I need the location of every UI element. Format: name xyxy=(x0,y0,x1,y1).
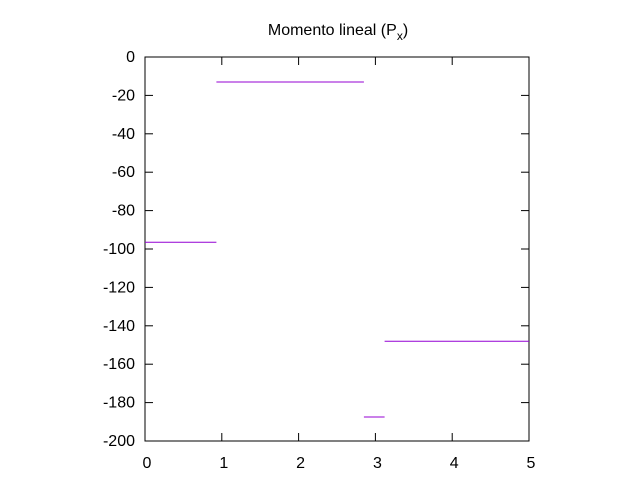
x-tick-label: 1 xyxy=(219,455,228,472)
chart-title-close: ) xyxy=(403,22,408,39)
axes: 0 -20 -40 -60 -80 -100 -120 -140 -160 -180 -200 0 1 2… xyxy=(103,49,536,472)
y-tick-label: -120 xyxy=(103,279,135,296)
x-tick-label: 3 xyxy=(373,455,382,472)
y-tick-label: -60 xyxy=(112,164,135,181)
y-tick-label: -140 xyxy=(103,318,135,335)
chart-title-text: Momento lineal (P xyxy=(268,22,397,39)
x-tick-label: 5 xyxy=(527,455,536,472)
y-tick-label: -40 xyxy=(112,126,135,143)
y-tick-label: -160 xyxy=(103,356,135,373)
plot-border xyxy=(144,56,530,442)
chart-title-subscript: x xyxy=(397,29,403,43)
x-tick-label: 0 xyxy=(143,455,152,472)
y-tick-label: -200 xyxy=(103,433,135,450)
series-group xyxy=(145,81,529,418)
x-tick-label: 2 xyxy=(296,455,305,472)
x-tick-label: 4 xyxy=(450,455,459,472)
y-tick-label: -20 xyxy=(112,87,135,104)
y-tick-label: -100 xyxy=(103,241,135,258)
chart-title: Momento lineal (Px) xyxy=(268,22,408,43)
y-tick-label: -80 xyxy=(112,203,135,220)
y-tick-label: -180 xyxy=(103,395,135,412)
y-tick-label: 0 xyxy=(126,49,135,66)
